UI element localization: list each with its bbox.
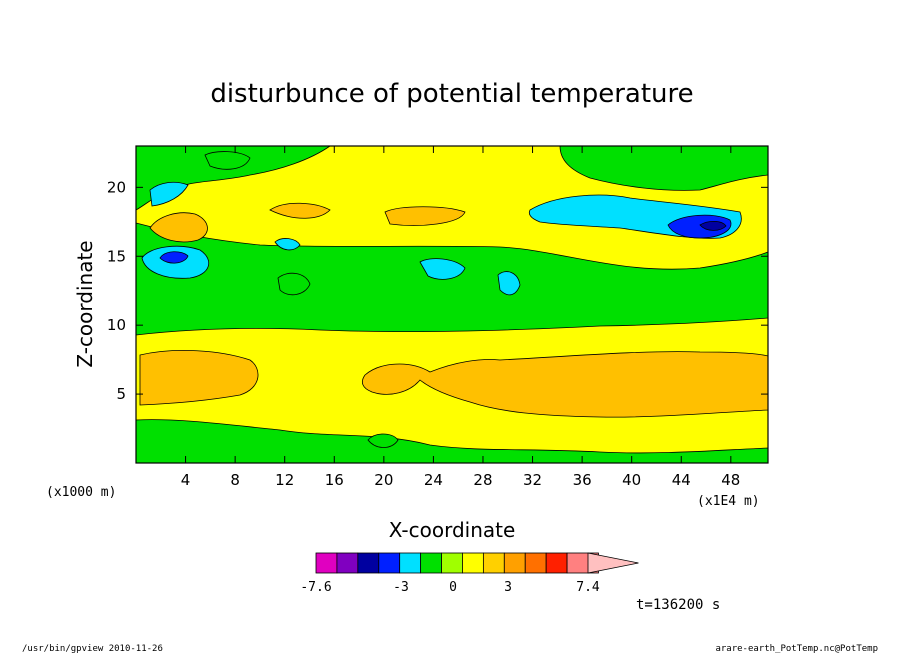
x-tick-label: 20 xyxy=(374,471,393,489)
contour-region xyxy=(135,419,769,464)
y-axis: 5 10 15 20 xyxy=(107,178,768,403)
contour-region xyxy=(149,212,208,243)
x-tick-label: 28 xyxy=(473,471,492,489)
x-tick-label: 40 xyxy=(622,471,641,489)
plot-frame xyxy=(135,145,769,464)
colorbar-swatch xyxy=(315,552,338,574)
colorbar-min-label: -7.6 xyxy=(300,580,331,595)
colorbar-extend-arrow xyxy=(587,552,639,574)
y-tick-label: 20 xyxy=(107,178,126,196)
x-tick-label: 32 xyxy=(523,471,542,489)
colorbar xyxy=(315,552,639,574)
contour-region xyxy=(269,202,331,219)
x-axis-title: X-coordinate xyxy=(389,518,516,542)
colorbar-swatch xyxy=(503,552,526,574)
x-axis: 4 8 12 16 20 24 28 32 36 40 44 48 xyxy=(181,146,740,489)
colorbar-label: -3 xyxy=(393,580,409,595)
colorbar-swatch xyxy=(462,552,484,574)
x-tick-label: 24 xyxy=(424,471,443,489)
contour-region xyxy=(419,258,466,280)
contour-field xyxy=(135,145,769,464)
colorbar-swatch xyxy=(545,552,568,574)
colorbar-swatch xyxy=(420,552,442,574)
contour-region xyxy=(667,214,732,239)
contour-region xyxy=(274,238,301,251)
contour-region xyxy=(384,206,466,226)
contour-region xyxy=(559,145,769,191)
contour-region xyxy=(497,271,521,296)
x-tick-label: 8 xyxy=(230,471,240,489)
contour-region xyxy=(699,220,727,231)
contour-region xyxy=(135,222,769,336)
colorbar-label: 3 xyxy=(504,580,512,595)
contour-region xyxy=(149,181,189,207)
colorbar-swatch xyxy=(336,552,359,574)
chart-title: disturbunce of potential temperature xyxy=(210,79,693,109)
y-unit-label: (x1000 m) xyxy=(46,485,116,500)
x-tick-label: 44 xyxy=(672,471,691,489)
x-tick-label: 36 xyxy=(573,471,592,489)
colorbar-swatch xyxy=(524,552,547,574)
footer-left: /usr/bin/gpview 2010-11-26 xyxy=(22,644,163,654)
y-axis-title: Z-coordinate xyxy=(73,240,97,367)
y-tick-label: 15 xyxy=(107,247,126,265)
footer-right: arare-earth_PotTemp.nc@PotTemp xyxy=(715,644,878,654)
x-tick-label: 12 xyxy=(275,471,294,489)
colorbar-max-label: 7.4 xyxy=(576,580,600,595)
x-tick-label: 48 xyxy=(721,471,740,489)
contour-region xyxy=(204,151,251,170)
contour-region xyxy=(367,433,399,448)
colorbar-swatch xyxy=(441,552,463,574)
time-label: t=136200 s xyxy=(636,597,720,613)
y-tick-label: 5 xyxy=(116,385,126,403)
colorbar-swatch xyxy=(378,552,401,574)
x-unit-label: (x1E4 m) xyxy=(697,494,760,509)
y-tick-label: 10 xyxy=(107,316,126,334)
contour-region xyxy=(159,251,189,264)
colorbar-swatch xyxy=(482,552,505,574)
x-tick-label: 4 xyxy=(181,471,191,489)
contour-region xyxy=(139,350,259,406)
colorbar-swatch xyxy=(399,552,422,574)
contour-region xyxy=(361,351,769,418)
contour-region xyxy=(135,145,332,211)
x-tick-label: 16 xyxy=(325,471,344,489)
colorbar-label: 0 xyxy=(449,580,457,595)
contour-region xyxy=(277,272,311,296)
colorbar-swatch xyxy=(357,552,380,574)
